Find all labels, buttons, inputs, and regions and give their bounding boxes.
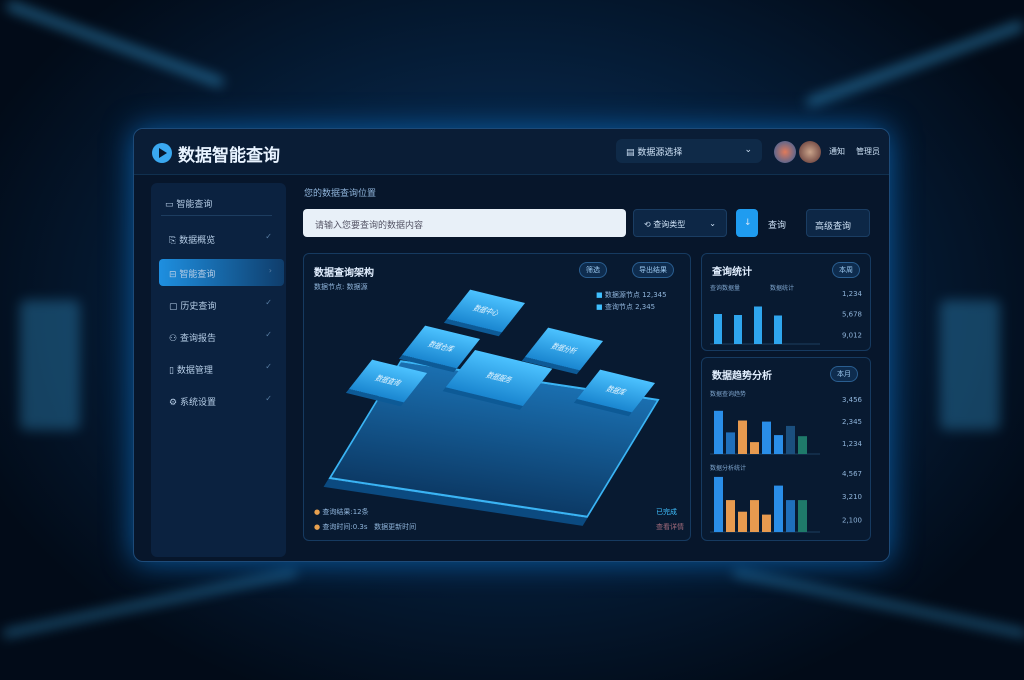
bar[interactable] — [798, 500, 807, 532]
header: 数据智能查询 ▤ 数据源选择 ⌄ 通知 管理员 — [134, 129, 889, 175]
bar[interactable] — [754, 306, 762, 345]
side-value: 9,012 — [842, 331, 862, 339]
bar-chart: 查询数据量 数据统计 1,234 5,678 9,012 — [710, 284, 863, 345]
status-badge: 已完成 — [656, 508, 677, 516]
bar[interactable] — [714, 314, 722, 344]
side-value: 4,567 — [842, 470, 862, 478]
filter-button[interactable]: 筛选 — [579, 262, 607, 278]
chart-label: 数据分析统计 — [710, 464, 746, 472]
bar-chart: 数据分析统计 4,567 3,210 2,100 — [710, 464, 862, 533]
bar[interactable] — [762, 514, 771, 532]
chart-label: 数据统计 — [770, 284, 794, 292]
query-button[interactable]: 查询 — [768, 221, 787, 231]
export-button[interactable]: 导出结果 — [632, 262, 674, 278]
footer-text: ● 查询结果:12条 — [314, 508, 369, 516]
bar[interactable] — [738, 511, 747, 532]
bell-icon[interactable]: 通知 — [829, 147, 845, 156]
bar[interactable] — [762, 421, 771, 454]
app-window: 数据智能查询 ▤ 数据源选择 ⌄ 通知 管理员 ▭ 智能查询 ⎘ 数据概览 ✓ ⊟ … — [133, 128, 890, 562]
chart-panel-2: 数据趋势分析 本月 数据查询趋势 3,456 2,345 1,234 数据分析统计 4,… — [701, 357, 871, 541]
side-value: 2,345 — [842, 418, 862, 426]
sidebar-item-query[interactable]: ⊟ 智能查询 › — [159, 259, 284, 286]
sidebar: ▭ 智能查询 ⎘ 数据概览 ✓ ⊟ 智能查询 › ▢ 历史查询 ✓ ⚇ 查询报告 ✓ ▯… — [151, 183, 286, 557]
bar[interactable] — [738, 420, 747, 454]
breadcrumb: 您的数据查询位置 — [304, 189, 377, 199]
period-badge[interactable]: 本月 — [830, 366, 858, 382]
bar[interactable] — [786, 500, 795, 532]
app-title: 数据智能查询 — [178, 146, 280, 166]
bar[interactable] — [734, 315, 742, 344]
details-link[interactable]: 查看详情 — [656, 523, 684, 531]
query-type-dropdown[interactable]: ⟲ 查询类型 ⌄ — [633, 209, 727, 237]
chart-title: 数据趋势分析 — [712, 371, 772, 382]
bar[interactable] — [714, 410, 723, 454]
sidebar-item-settings[interactable]: ⚙ 系统设置 ✓ — [169, 394, 272, 408]
bar[interactable] — [750, 442, 759, 454]
legend-item: ■ 查询节点 2,345 — [596, 303, 656, 311]
architecture-panel: 数据查询架构 数据节点: 数据源 筛选 导出结果 ■ 数据源节点 12,345 … — [303, 253, 691, 541]
legend-item: ■ 数据源节点 12,345 — [596, 291, 667, 299]
side-value: 5,678 — [842, 311, 862, 319]
data-source-select[interactable]: ▤ 数据源选择 ⌄ — [616, 139, 762, 163]
period-badge[interactable]: 本周 — [832, 262, 860, 278]
bar[interactable] — [774, 435, 783, 454]
sidebar-item-history[interactable]: ▢ 历史查询 ✓ — [169, 298, 272, 312]
sidebar-item-data[interactable]: ▯ 数据管理 ✓ — [169, 362, 272, 376]
search-input[interactable]: 请输入您要查询的数据内容 — [303, 209, 626, 237]
advanced-query-button[interactable]: 高级查询 — [806, 209, 870, 237]
bar-chart: 数据查询趋势 3,456 2,345 1,234 — [710, 390, 863, 455]
panel-subtitle: 数据节点: 数据源 — [314, 283, 368, 291]
avatar-2[interactable] — [799, 141, 821, 163]
bar[interactable] — [750, 500, 759, 532]
bar[interactable] — [798, 436, 807, 454]
side-value: 3,456 — [842, 396, 863, 404]
bar[interactable] — [774, 315, 782, 345]
sidebar-header[interactable]: ▭ 智能查询 — [165, 200, 213, 210]
bar[interactable] — [774, 485, 783, 532]
sidebar-item-overview[interactable]: ⎘ 数据概览 ✓ — [169, 232, 272, 246]
chart-label: 查询数据量 — [710, 284, 740, 292]
node-tile[interactable]: 数据分析 — [524, 327, 604, 371]
chevron-down-icon: ⌄ — [744, 145, 752, 155]
side-value: 1,234 — [842, 290, 863, 298]
side-value: 1,234 — [842, 440, 863, 448]
footer-text: ● 查询时间:0.3s 数据更新时间 — [314, 523, 417, 531]
panel-title: 数据查询架构 — [314, 268, 374, 279]
chart-panel-1: 查询统计 本周 查询数据量 数据统计 1,234 5,678 9,012 — [701, 253, 871, 351]
side-value: 3,210 — [842, 493, 862, 501]
node-tile[interactable]: 数据中心 — [446, 289, 526, 333]
chart-label: 数据查询趋势 — [710, 390, 746, 398]
calendar-icon: ▤ — [626, 148, 638, 158]
bar[interactable] — [714, 476, 723, 532]
download-icon[interactable]: ↓ — [736, 209, 758, 237]
logo-icon — [152, 143, 172, 163]
user-name[interactable]: 管理员 — [856, 147, 880, 156]
avatar[interactable] — [774, 141, 796, 163]
chart-title: 查询统计 — [712, 267, 752, 278]
sidebar-item-report[interactable]: ⚇ 查询报告 ✓ — [169, 330, 272, 344]
side-value: 2,100 — [842, 516, 862, 524]
bar[interactable] — [726, 500, 735, 532]
bar[interactable] — [726, 432, 735, 454]
bar[interactable] — [786, 425, 795, 454]
